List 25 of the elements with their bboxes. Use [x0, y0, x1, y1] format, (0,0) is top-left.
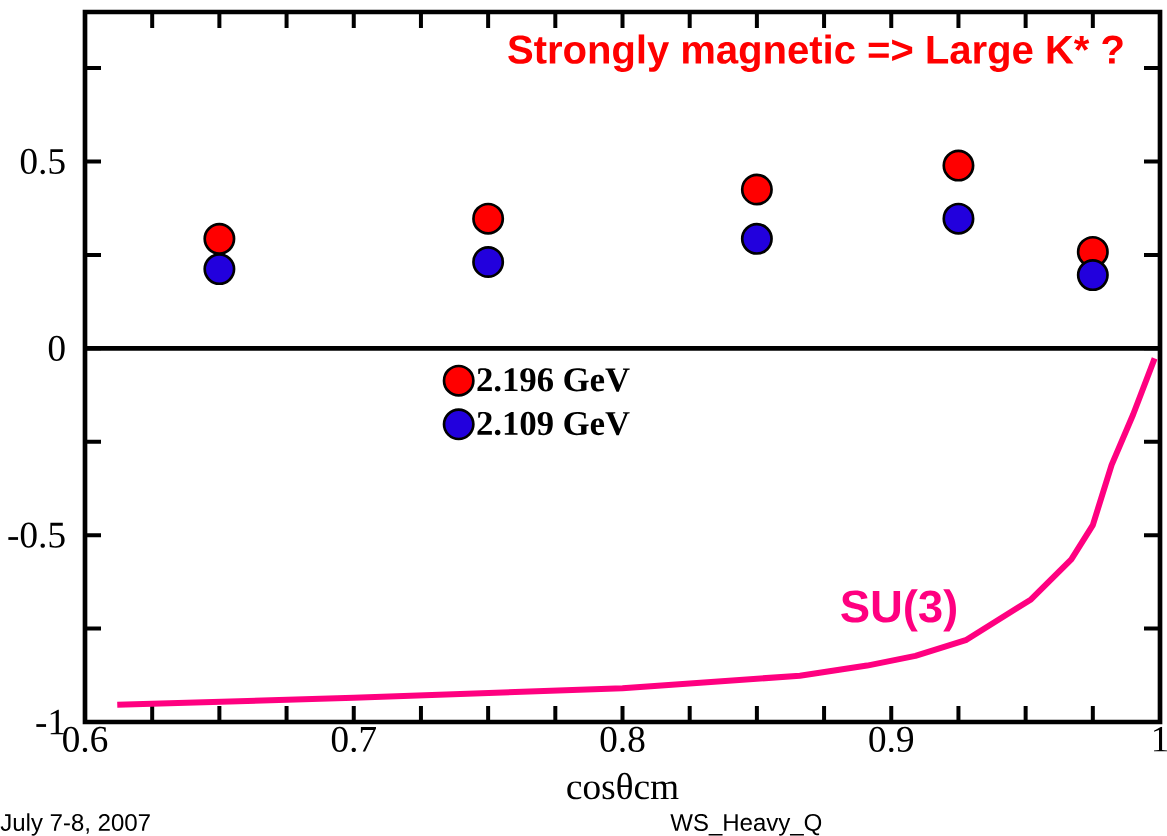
text: July 7-8, 2007 — [0, 813, 150, 836]
point — [472, 202, 505, 235]
point — [942, 202, 975, 235]
x-tick-label: 0.6 — [63, 726, 108, 753]
point — [942, 149, 975, 182]
point — [1076, 259, 1109, 292]
series-label: SU(3) — [841, 589, 956, 632]
point — [740, 173, 773, 206]
x-axis-title: cosθcm — [567, 772, 679, 800]
y-tick-label: 0 — [48, 335, 65, 361]
legend-label: 2.109 GeV — [477, 411, 630, 436]
point — [203, 253, 236, 286]
point — [203, 222, 236, 255]
x-tick-label: 0.7 — [331, 726, 377, 753]
legend-label: 2.196 GeV — [477, 368, 630, 392]
x-tick-label: 1 — [1153, 726, 1167, 752]
y-tick-label: -0.5 — [8, 522, 65, 548]
x-tick-label: 0.8 — [600, 726, 645, 753]
x-tick-label: 0.9 — [869, 726, 914, 753]
point — [740, 222, 773, 255]
point — [472, 245, 505, 278]
annotation: Strongly magnetic => Large K* ? — [508, 34, 1123, 72]
text: WS_Heavy_Q — [670, 813, 822, 836]
y-tick-label: -1 — [36, 709, 64, 735]
y-tick-label: 0.5 — [20, 148, 65, 175]
